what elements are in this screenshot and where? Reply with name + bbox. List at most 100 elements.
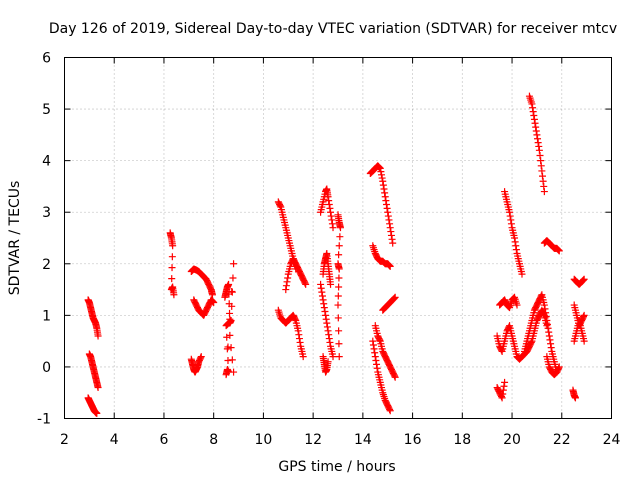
data-point — [325, 335, 333, 343]
data-point — [320, 300, 328, 308]
data-point — [387, 231, 395, 239]
y-tick-labels: -1 0 1 2 3 4 5 6 — [37, 51, 51, 428]
data-point — [540, 310, 548, 318]
data-point — [501, 378, 509, 386]
x-tick-label: 16 — [404, 432, 422, 448]
data-point — [377, 168, 385, 176]
data-point — [336, 233, 344, 241]
series-arc-21h-d — [518, 306, 551, 361]
data-point — [538, 167, 546, 175]
data-point — [335, 353, 343, 361]
data-point — [369, 341, 377, 349]
data-point — [228, 288, 236, 296]
data-point — [324, 193, 332, 201]
data-point — [500, 382, 508, 390]
data-point — [302, 280, 310, 288]
data-point — [295, 335, 303, 343]
data-point — [498, 394, 506, 402]
data-point — [554, 246, 562, 254]
data-point — [336, 224, 344, 232]
x-tick-label: 22 — [553, 432, 571, 448]
data-point — [537, 157, 545, 165]
data-point — [228, 288, 236, 296]
x-axis-label: GPS time / hours — [278, 459, 395, 475]
data-point — [386, 262, 394, 270]
data-point — [329, 224, 337, 232]
data-point — [291, 315, 299, 323]
data-point — [507, 220, 515, 228]
data-point — [227, 344, 235, 352]
series-arc-14h-a — [366, 162, 397, 247]
data-point — [369, 337, 377, 345]
data-point — [384, 212, 392, 220]
data-point — [391, 372, 399, 380]
data-point — [388, 235, 396, 243]
data-point — [380, 185, 388, 193]
data-point — [325, 200, 333, 208]
data-point — [197, 353, 205, 361]
data-point — [391, 294, 399, 302]
series-arc-11h-c — [282, 255, 300, 294]
data-point — [327, 280, 335, 288]
data-point — [168, 264, 176, 272]
data-point — [506, 212, 514, 220]
data-point — [335, 265, 343, 273]
data-point — [391, 373, 399, 381]
data-point — [318, 292, 326, 300]
data-point — [373, 360, 381, 368]
data-point — [371, 349, 379, 357]
data-point — [530, 112, 538, 120]
y-tick-label: 6 — [42, 51, 51, 67]
data-point — [539, 172, 547, 180]
data-point — [210, 298, 218, 306]
data-point — [497, 346, 505, 354]
data-point — [532, 127, 540, 135]
data-point — [530, 115, 538, 123]
data-point — [320, 304, 328, 312]
y-axis-label: SDTVAR / TECUs — [7, 181, 23, 296]
data-point — [329, 353, 337, 361]
series-arc-20h-b — [496, 293, 521, 312]
data-point — [376, 164, 384, 172]
data-point — [383, 204, 391, 212]
data-point — [529, 104, 537, 112]
axis-ticks — [64, 57, 612, 419]
x-tick-label: 20 — [503, 432, 521, 448]
data-point — [334, 301, 342, 309]
data-point — [533, 131, 541, 139]
data-point — [230, 368, 238, 376]
data-point — [506, 208, 514, 216]
data-point — [376, 336, 384, 344]
series-arc-14h-b — [369, 242, 394, 270]
data-point — [226, 315, 234, 323]
data-point — [391, 293, 399, 301]
data-point — [386, 407, 394, 415]
series-arc-13h — [334, 211, 344, 361]
data-point — [224, 320, 232, 328]
data-point — [513, 301, 521, 309]
series-arc-21h-c — [520, 291, 561, 376]
data-point — [390, 295, 398, 303]
data-point — [384, 208, 392, 216]
data-point — [547, 340, 555, 348]
data-point — [168, 275, 176, 283]
data-point — [335, 283, 343, 291]
data-point — [382, 200, 390, 208]
data-point — [512, 242, 520, 250]
data-point — [230, 260, 238, 268]
data-point — [284, 274, 292, 282]
series-arc-12h-c — [319, 249, 335, 288]
data-point — [371, 353, 379, 361]
data-point — [322, 311, 330, 319]
data-point — [372, 356, 380, 364]
series-arc-6h — [166, 229, 178, 299]
x-tick-label: 12 — [304, 432, 322, 448]
grid — [64, 57, 612, 419]
data-point — [335, 274, 343, 282]
data-point — [535, 142, 543, 150]
data-point — [499, 386, 507, 394]
data-point — [379, 181, 387, 189]
data-point — [571, 394, 579, 402]
data-point — [534, 139, 542, 147]
x-tick-label: 4 — [110, 432, 119, 448]
